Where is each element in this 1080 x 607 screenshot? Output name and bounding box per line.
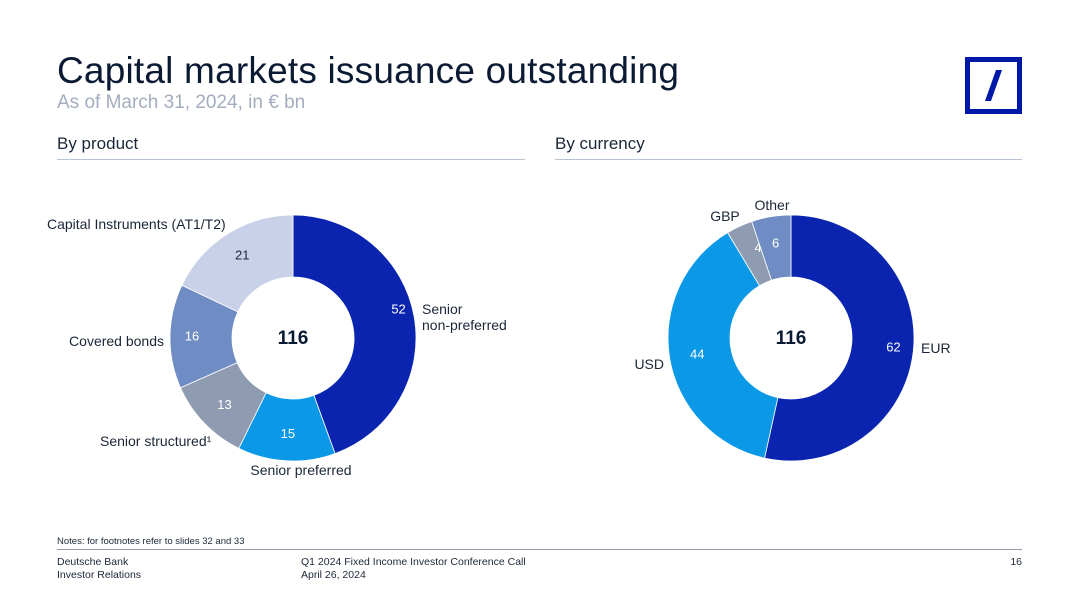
slice-label-covered-bonds: Covered bonds [69,333,164,349]
footer-org-name: Deutsche Bank [57,556,129,568]
slice-value-other: 6 [772,235,779,250]
slice-label-other: Other [754,197,789,213]
donut-slice-other [751,214,792,281]
donut-slice-eur [764,214,915,462]
donut-slice-senior-non-preferred [292,214,417,455]
section-title-by-currency: By currency [555,134,645,153]
donut-center-total: 116 [278,328,309,349]
footer-organization: Deutsche Bank Investor Relations [57,556,141,582]
slice-value-capital-instruments-at1-t2: 21 [235,248,249,263]
slice-value-senior-non-preferred: 52 [391,302,405,317]
section-divider [57,159,525,160]
footer-divider [57,549,1022,550]
page-number: 16 [1010,556,1022,568]
slice-label-eur: EUR [921,340,951,356]
section-title-by-product: By product [57,134,139,153]
slice-label-gbp: GBP [710,208,740,224]
slice-value-senior-preferred: 15 [281,426,295,441]
slice-value-senior-structured: 13 [217,397,231,412]
footer-event: Q1 2024 Fixed Income Investor Conference… [301,556,526,582]
page-subtitle: As of March 31, 2024, in € bn [57,92,306,113]
slice-label-senior-preferred: Senior preferred [250,462,351,478]
footnote: Notes: for footnotes refer to slides 32 … [57,536,245,547]
slice-label-senior-non-preferred: Senior non-preferred [422,301,507,333]
donut-slice-usd [667,232,779,459]
slice-value-covered-bonds: 16 [185,329,199,344]
slice-label-usd: USD [634,356,664,372]
footer-event-date: April 26, 2024 [301,569,366,581]
footer-event-name: Q1 2024 Fixed Income Investor Conference… [301,556,526,568]
slice-value-usd: 44 [690,346,704,361]
footer-org-department: Investor Relations [57,569,142,581]
slice-label-senior-structured: Senior structured¹ [100,433,212,449]
page-title: Capital markets issuance outstanding [57,50,680,91]
donut-slice-capital-instruments-at1-t2 [181,214,294,313]
section-divider [555,159,1022,160]
slice-label-capital-instruments-at1-t2: Capital Instruments (AT1/T2) [47,216,226,232]
slice-value-eur: 62 [886,339,900,354]
chart-by-currency: 62 EUR 44 USD 4 GBP 6 Other 116 [634,197,951,462]
slice-value-gbp: 4 [754,240,761,255]
donut-center-total: 116 [776,328,807,349]
deutsche-bank-logo [965,57,1022,114]
chart-by-product: 52 Senior non-preferred 15 Senior preferred 1… [47,214,507,478]
